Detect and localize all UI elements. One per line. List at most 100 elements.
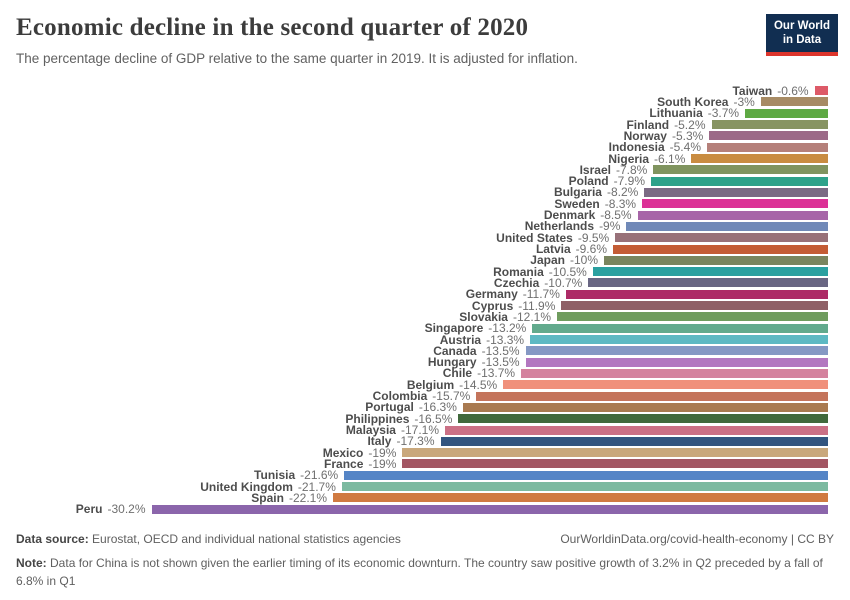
bar[interactable] (402, 448, 828, 458)
value-label: -0.6% (777, 83, 809, 98)
bar[interactable] (644, 187, 828, 197)
bar[interactable] (637, 210, 828, 220)
source-row: Data source: Eurostat, OECD and individu… (16, 532, 834, 546)
country-label: Malaysia (345, 423, 396, 438)
bar[interactable] (525, 346, 828, 356)
value-label: -21.6% (300, 468, 339, 483)
bar[interactable] (588, 278, 828, 288)
country-label: Hungary (427, 355, 477, 370)
chart-footer: Data source: Eurostat, OECD and individu… (0, 515, 850, 590)
bar[interactable] (440, 436, 828, 446)
bar[interactable] (525, 357, 828, 367)
value-label: -5.4% (669, 140, 701, 155)
country-label: Nigeria (608, 151, 650, 166)
country-label: Indonesia (608, 140, 665, 155)
value-label: -15.7% (432, 389, 471, 404)
country-label: South Korea (657, 94, 729, 109)
bar[interactable] (745, 108, 828, 118)
chart-row: Italy -17.3% (0, 435, 828, 447)
country-label: Singapore (424, 321, 484, 336)
country-label: Lithuania (649, 106, 703, 121)
bar[interactable] (709, 131, 828, 141)
bar-label: Chile -13.7% (443, 367, 515, 379)
country-label: Austria (439, 332, 482, 347)
bar-label: Taiwan -0.6% (732, 85, 808, 97)
bar[interactable] (521, 368, 828, 378)
value-label: -19% (368, 445, 397, 460)
value-label: -7.9% (613, 174, 645, 189)
note-label: Note: (16, 555, 47, 570)
chart-row: Norway -5.3% (0, 128, 828, 143)
data-source-label: Data source: (16, 531, 89, 546)
bar[interactable] (402, 459, 828, 469)
bar[interactable] (333, 493, 828, 503)
bar[interactable] (653, 165, 828, 175)
bar[interactable] (691, 154, 828, 164)
chart-row: United Kingdom -21.7% (0, 481, 828, 493)
chart-row: Denmark -8.5% (0, 209, 828, 221)
bar[interactable] (613, 244, 828, 254)
country-label: Chile (442, 366, 473, 381)
bar[interactable] (565, 289, 828, 299)
chart-row: Belgium -14.5% (0, 377, 828, 392)
value-label: -3.7% (707, 106, 740, 121)
chart-row: Taiwan -0.6% (0, 85, 828, 97)
bar-label: Slovakia -12.1% (459, 311, 551, 323)
chart-row: Canada -13.5% (0, 343, 828, 358)
country-label: Colombia (372, 389, 428, 404)
country-label: Philippines (345, 411, 410, 426)
bar-label: Cyprus -11.9% (472, 300, 555, 312)
bar[interactable] (151, 504, 828, 514)
value-label: -14.5% (459, 377, 498, 392)
chart-row: Latvia -9.6% (0, 243, 828, 255)
owid-logo[interactable]: Our World in Data (765, 14, 838, 56)
chart-row: Cyprus -11.9% (0, 300, 828, 312)
chart-header: Economic decline in the second quarter o… (0, 0, 850, 70)
bar-label: Japan -10% (530, 254, 598, 266)
chart-row: Malaysia -17.1% (0, 423, 828, 438)
bar[interactable] (615, 233, 828, 243)
bar[interactable] (557, 312, 828, 322)
bar[interactable] (532, 323, 828, 333)
bar[interactable] (341, 482, 828, 492)
bar-label: Philippines -16.5% (345, 413, 452, 425)
country-label: Finland (626, 117, 670, 132)
value-label: -8.3% (604, 196, 637, 211)
bar[interactable] (445, 425, 828, 435)
bar[interactable] (814, 86, 828, 96)
bar[interactable] (503, 380, 828, 390)
chart-row: Philippines -16.5% (0, 413, 828, 425)
bar-label: Nigeria -6.1% (608, 153, 685, 165)
bar[interactable] (626, 221, 828, 231)
bar[interactable] (344, 470, 828, 480)
bar[interactable] (476, 391, 828, 401)
bar-label: Peru -30.2% (76, 503, 146, 515)
value-label: -10.7% (544, 275, 583, 290)
country-label: Netherlands (524, 219, 595, 234)
bar[interactable] (458, 414, 828, 424)
bar[interactable] (561, 301, 828, 311)
chart-row: Mexico -19% (0, 445, 828, 460)
country-label: Bulgaria (553, 185, 602, 200)
bar-label: Hungary -13.5% (428, 356, 520, 368)
bar-label: United States -9.5% (496, 232, 609, 244)
value-label: -12.1% (512, 309, 551, 324)
value-label: -5.3% (671, 128, 704, 143)
bar[interactable] (707, 142, 828, 152)
bar-label: Finland -5.2% (626, 119, 705, 131)
country-label: Canada (433, 343, 477, 358)
chart-row: United States -9.5% (0, 232, 828, 244)
bar[interactable] (651, 176, 828, 186)
bar[interactable] (760, 97, 828, 107)
bar[interactable] (711, 120, 828, 130)
bar[interactable] (592, 267, 828, 277)
chart-row: Lithuania -3.7% (0, 106, 828, 121)
bar[interactable] (604, 255, 828, 265)
bar[interactable] (462, 402, 828, 412)
owid-license-link[interactable]: OurWorldinData.org/covid-health-economy … (560, 531, 834, 546)
bar[interactable] (642, 199, 828, 209)
chart-row: Japan -10% (0, 254, 828, 266)
value-label: -9% (599, 219, 621, 234)
bar[interactable] (530, 335, 828, 345)
